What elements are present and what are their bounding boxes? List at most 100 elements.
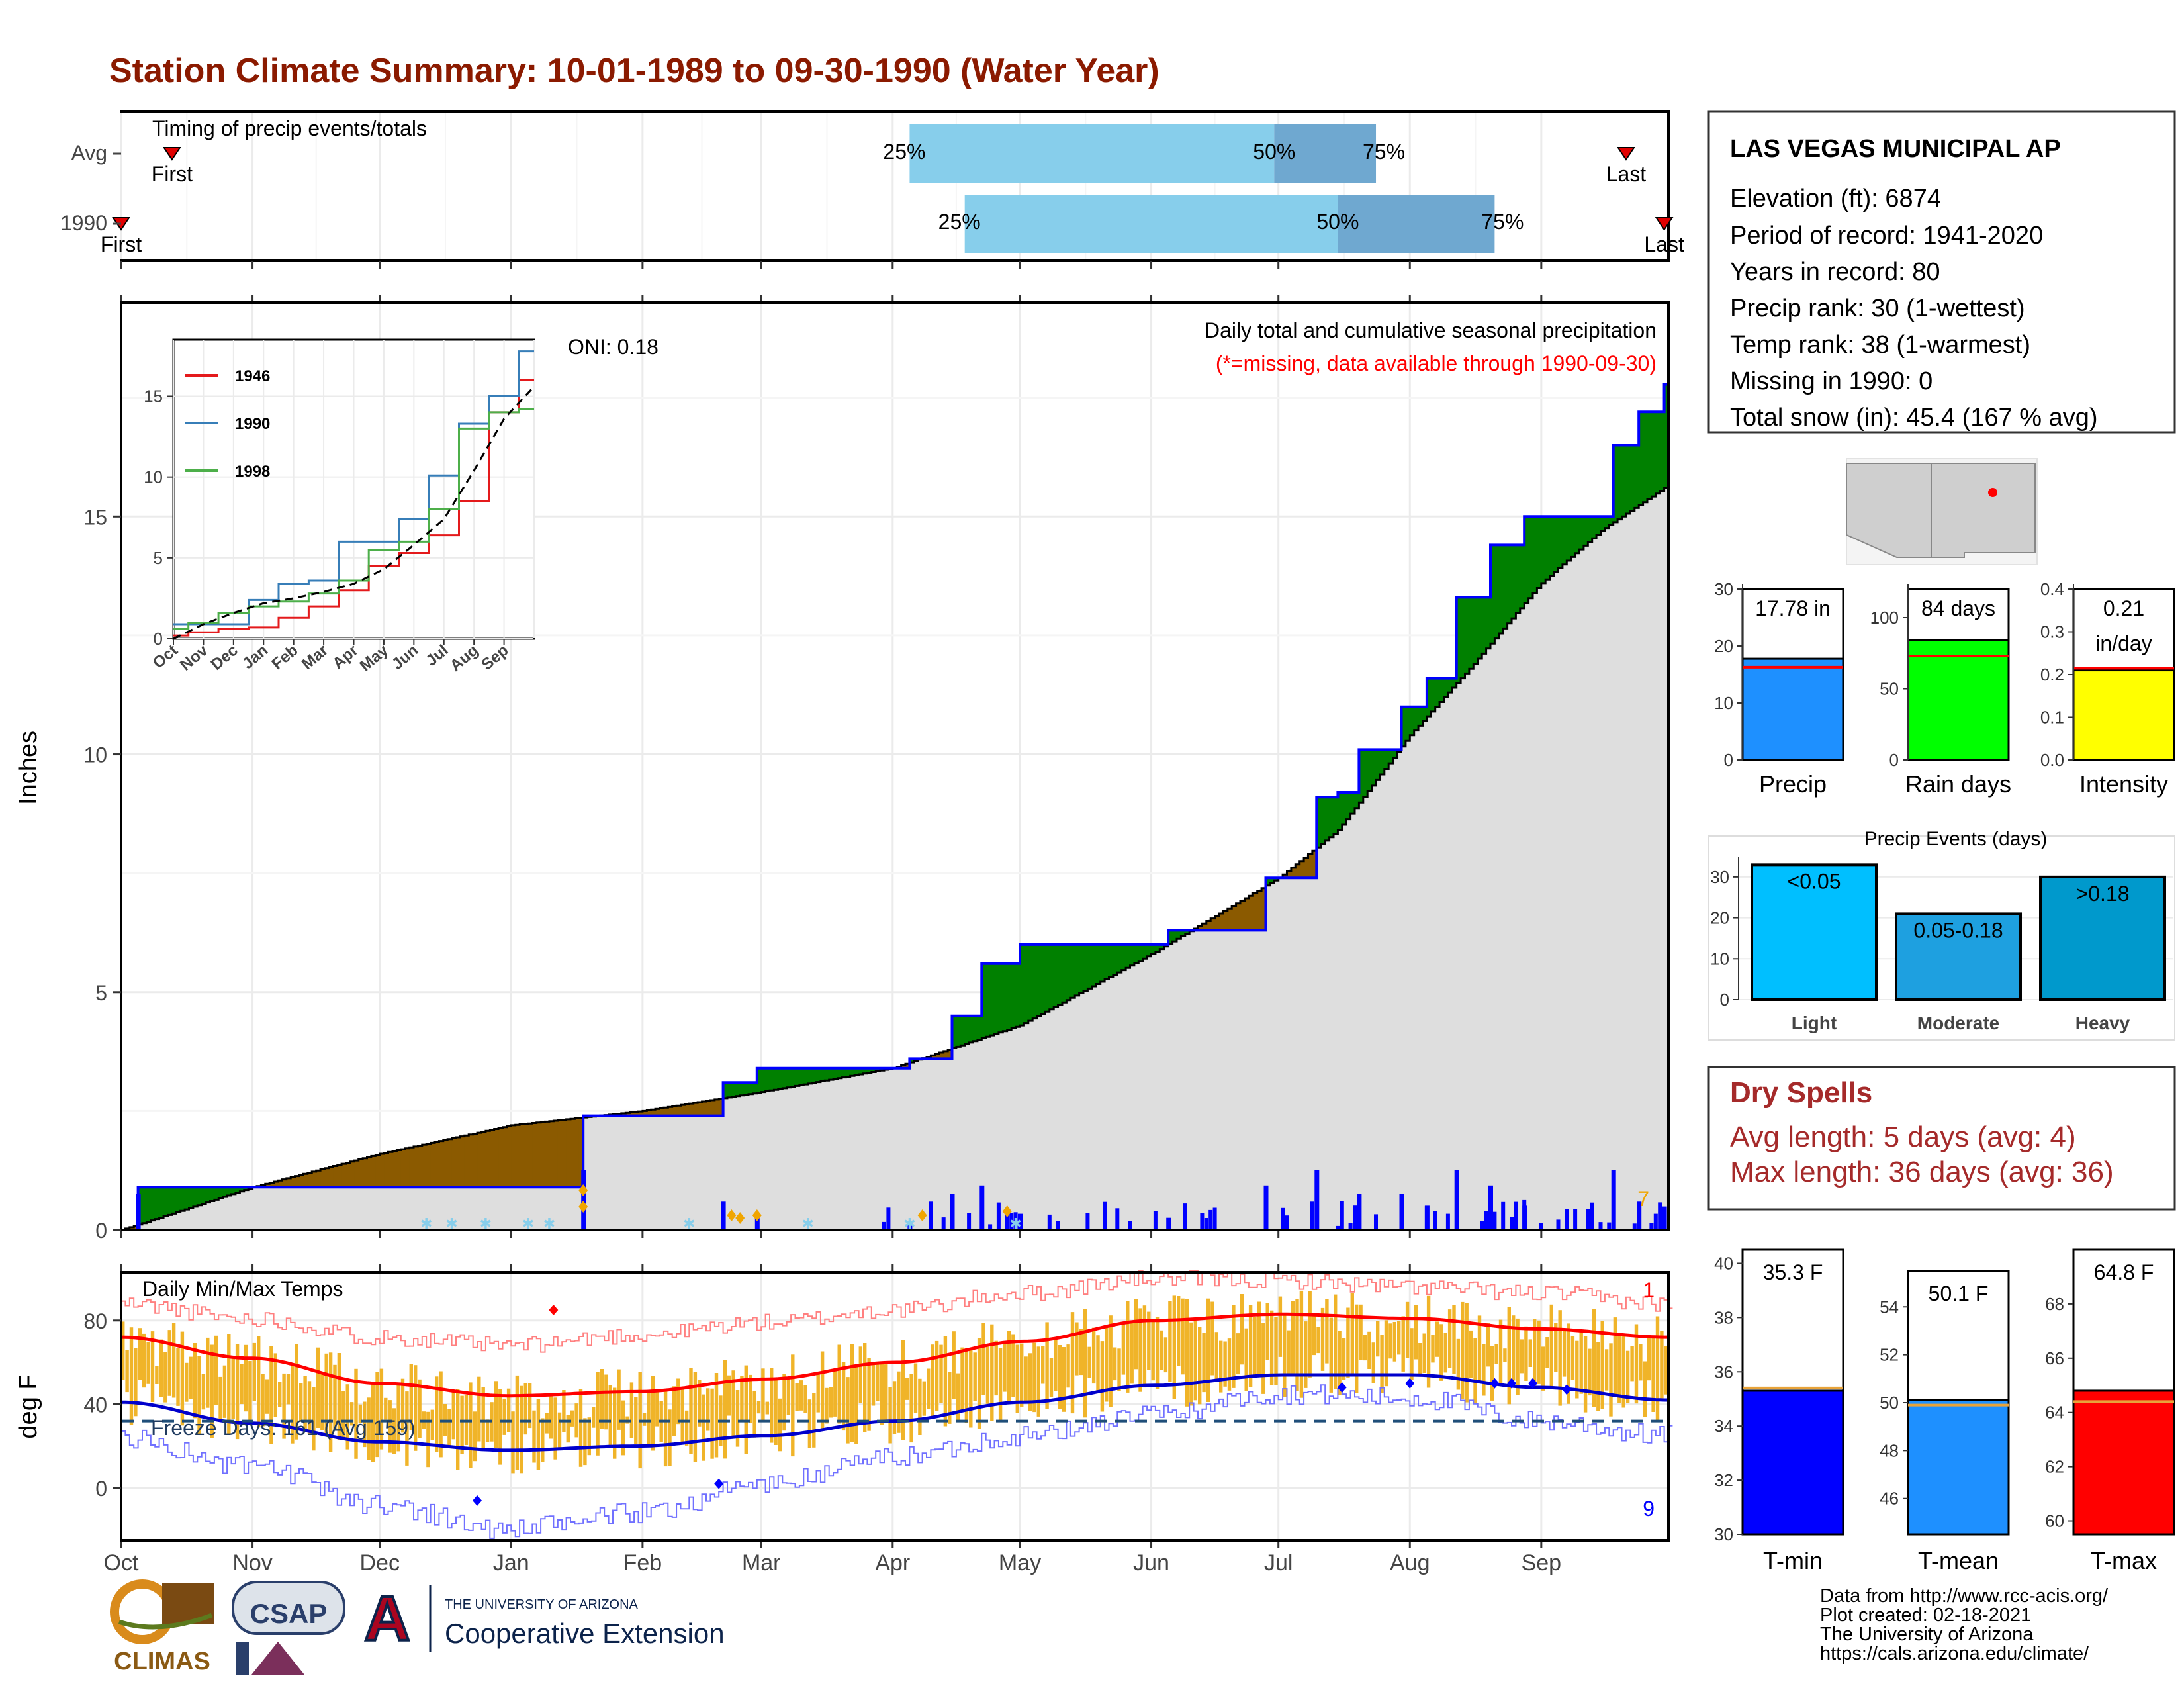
departure-band [876,1068,881,1072]
departure-band [171,1187,177,1214]
events-bar [1751,863,1878,1002]
departure-band [719,1098,724,1116]
departure-band [735,1082,741,1096]
timing-title: Timing of precip events/totals [152,117,427,140]
precip-y-tick-label: 0 [95,1219,107,1243]
departure-band [1020,944,1024,1025]
daily-temp-range-bar [1185,1299,1189,1407]
temp-y-tick-label: 80 [83,1309,107,1333]
departure-band [977,1015,982,1040]
departure-band [1121,944,1126,970]
daily-temp-range-bar [515,1375,520,1470]
daily-temp-range-bar [782,1374,786,1431]
daily-temp-range-bar [1588,1348,1592,1396]
daily-temp-range-bar [185,1362,189,1402]
snow-event-marker [735,1212,745,1224]
departure-band [460,1136,465,1188]
events-bar-value-label: <0.05 [1788,869,1841,893]
record-min-line [121,1384,1673,1539]
temp-bar-value: 50.1 F [1929,1282,1989,1305]
daily-temp-range-bar [1490,1346,1494,1401]
departure-band [850,1068,855,1076]
departure-band [1384,749,1389,769]
daily-temp-range-bar [1265,1303,1269,1360]
daily-temp-range-bar [837,1344,841,1424]
daily-temp-range-bar [1007,1331,1011,1401]
record-temp-marker [549,1304,559,1315]
departure-band [969,1015,974,1043]
departure-band [714,1099,719,1116]
departure-band [511,1125,516,1188]
daily-precip-bar [1208,1209,1213,1230]
departure-band [854,1068,860,1076]
temp-bar-tick-label: 64 [2045,1403,2064,1423]
departure-band [1054,944,1059,1008]
daily-temp-range-bar [1320,1307,1325,1371]
departure-band [396,1150,402,1188]
record-temp-marker [1506,1378,1516,1389]
departure-band [341,1164,347,1188]
departure-band [282,1179,287,1188]
daily-temp-range-bar [358,1404,363,1423]
departure-band [1015,963,1021,1027]
daily-temp-range-bar [1151,1319,1155,1381]
departure-band [443,1140,448,1188]
departure-band [749,1082,753,1094]
departure-band [973,1015,978,1041]
departure-band [210,1187,215,1201]
daily-temp-range-bar [1647,1335,1651,1381]
departure-band [1558,516,1563,569]
temp-bar-tick-label: 60 [2045,1511,2064,1531]
daily-temp-range-bar [138,1328,142,1380]
events-bar-value-label: 0.05-0.18 [1913,918,2003,942]
daily-temp-range-bar [1236,1333,1240,1375]
timing-label-50: 50% [1253,140,1295,164]
events-bar-category: Moderate [1917,1013,1999,1033]
departure-band [765,1068,770,1092]
departure-band [1541,516,1546,583]
departure-band [473,1133,478,1188]
daily-precip-bar [967,1213,972,1230]
departure-band [1639,412,1644,505]
daily-temp-range-bar [791,1354,795,1457]
temp-bar-tick-label: 46 [1880,1489,1899,1509]
departure-band [1392,749,1398,758]
daily-temp-range-bar [481,1387,485,1450]
snow-event-marker [917,1209,927,1221]
departure-band [1537,516,1542,588]
departure-band [1206,921,1211,931]
daily-temp-range-bar [210,1344,214,1438]
departure-band [731,1082,737,1097]
daily-temp-range-bar [1210,1301,1214,1376]
daily-temp-range-bar [871,1362,876,1406]
daily-temp-range-bar [176,1348,180,1406]
events-title: Precip Events (days) [1864,828,2048,850]
departure-band [371,1156,376,1188]
daily-temp-range-bar [541,1418,545,1462]
daily-temp-range-bar [1177,1296,1181,1366]
departure-band [1380,749,1385,774]
daily-temp-range-bar [553,1397,557,1460]
daily-temp-range-bar [523,1383,527,1435]
mini-bar-fill [1741,657,1844,761]
daily-temp-range-bar [155,1366,159,1384]
departure-band [193,1187,198,1207]
temp-bar-tick-label: 52 [1880,1345,1899,1365]
daily-temp-range-bar [167,1330,171,1396]
departure-band [998,963,1003,1033]
departure-band [1062,944,1067,1003]
departure-band [1342,792,1347,825]
departure-band [1109,944,1114,977]
observed-cumulative-line [121,383,1668,1231]
departure-band [1253,893,1258,931]
daily-precip-bar [1085,1213,1090,1230]
daily-temp-range-bar [375,1372,379,1458]
departure-band [1032,944,1038,1019]
temp-title: Daily Min/Max Temps [142,1277,343,1301]
daily-temp-range-bar [363,1401,367,1448]
daily-temp-range-bar [189,1356,193,1399]
daily-temp-range-bar [341,1391,345,1438]
departure-band [1647,412,1652,500]
departure-band [494,1129,499,1188]
departure-band [1283,874,1288,878]
